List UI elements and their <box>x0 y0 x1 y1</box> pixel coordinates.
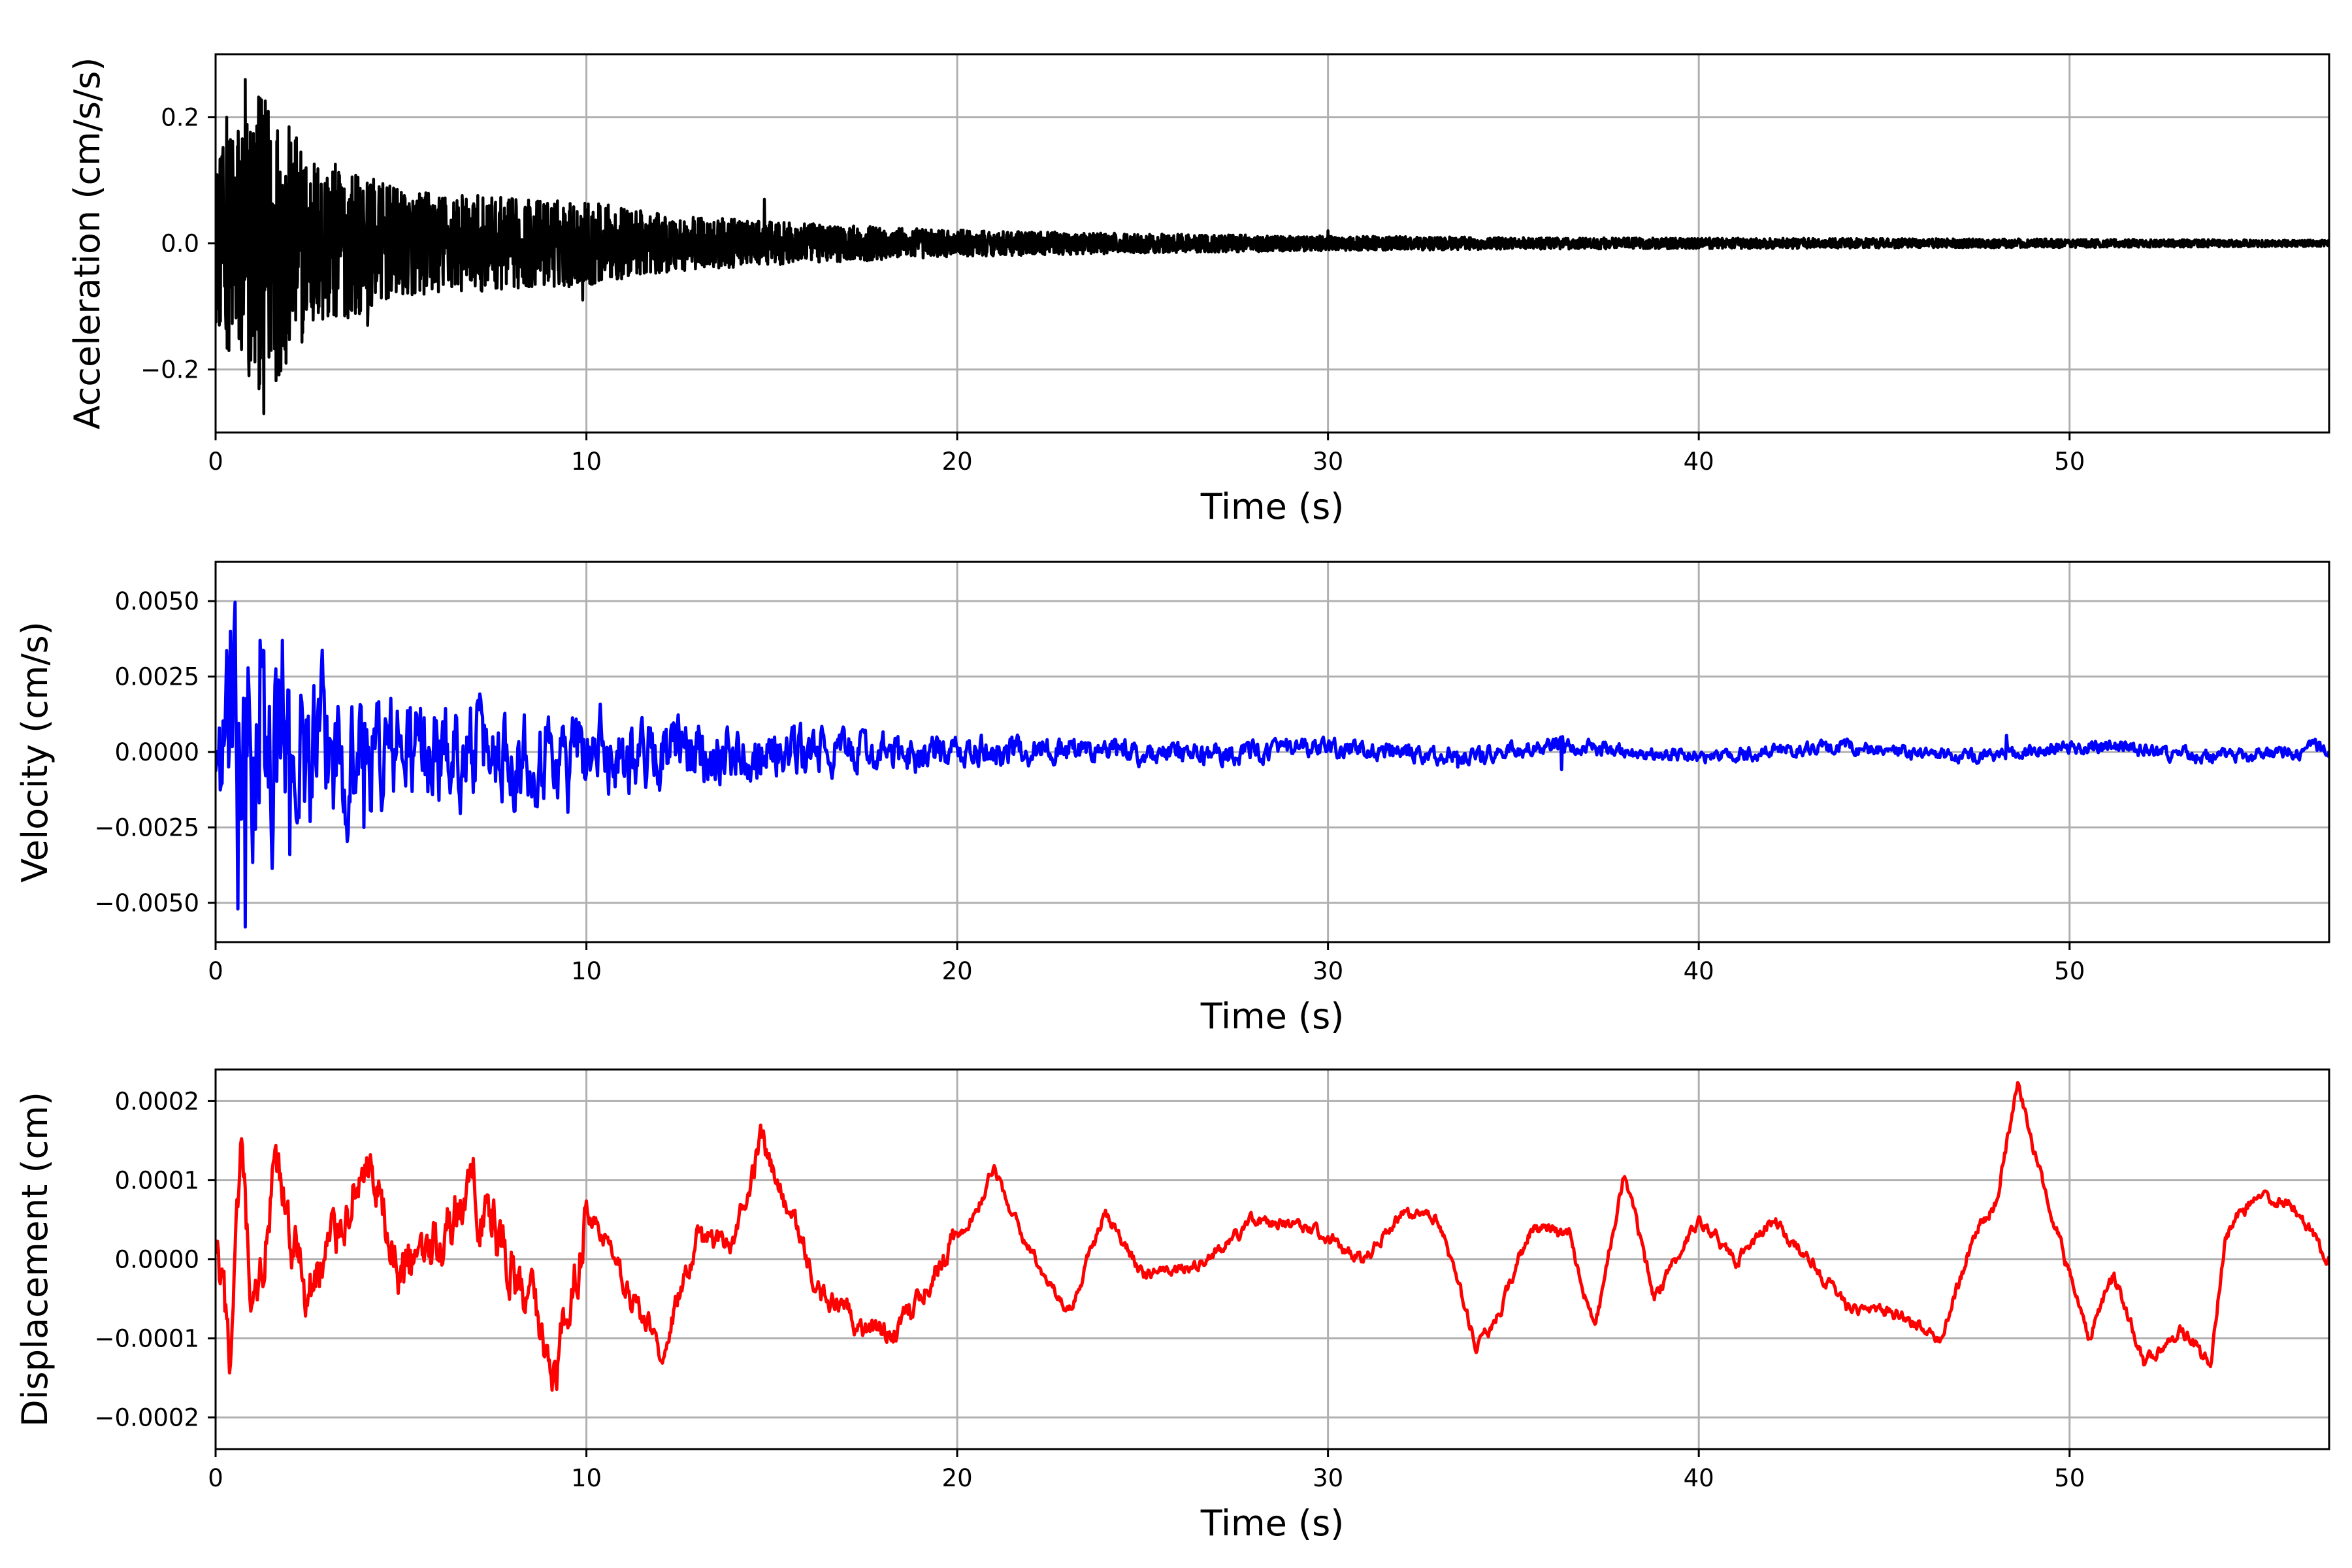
velocity-xtick-label-4: 40 <box>1684 957 1714 985</box>
displacement-xtick-label-3: 30 <box>1313 1464 1343 1492</box>
acceleration-ytick-label-1: 0.0 <box>161 230 199 258</box>
velocity-xtick-label-1: 10 <box>571 957 602 985</box>
acceleration-xtick-label-3: 30 <box>1313 448 1343 476</box>
velocity-ytick-label-1: 0.0025 <box>115 663 199 691</box>
displacement-xtick-label-0: 0 <box>208 1464 223 1492</box>
acceleration-ytick-label-0: 0.2 <box>161 104 199 132</box>
velocity-series-line <box>216 600 2329 929</box>
acceleration-xtick-label-5: 50 <box>2054 448 2085 476</box>
displacement-xtick-label-5: 50 <box>2054 1464 2085 1492</box>
displacement-ytick-label-0: 0.0002 <box>115 1087 199 1115</box>
acceleration-panel: 0 10 20 30 40 50 0.2 0.0 −0.2 Time (s) Acceleratio… <box>67 53 2330 527</box>
displacement-series-line <box>216 1081 2329 1392</box>
velocity-panel: 0 10 20 30 40 50 0.0050 0.0025 0.0000 −0.0025 −0.0… <box>14 561 2330 1037</box>
acceleration-series-line <box>216 78 2329 416</box>
acceleration-xtick-label-0: 0 <box>208 448 223 476</box>
displacement-ytick-label-4: −0.0002 <box>95 1404 199 1432</box>
displacement-xaxis-label: Time (s) <box>1200 1503 1345 1544</box>
displacement-ytick-label-2: 0.0000 <box>115 1246 199 1274</box>
velocity-ytick-label-2: 0.0000 <box>115 738 199 766</box>
velocity-ytick-label-0: 0.0050 <box>115 587 199 615</box>
velocity-xaxis-label: Time (s) <box>1200 996 1345 1037</box>
displacement-panel: 0 10 20 30 40 50 0.0002 0.0001 0.0000 −0.0001 −0.0… <box>14 1068 2330 1544</box>
velocity-yaxis-label: Velocity (cm/s) <box>14 621 56 883</box>
velocity-xtick-label-3: 30 <box>1313 957 1343 985</box>
acceleration-xtick-label-4: 40 <box>1684 448 1714 476</box>
displacement-xtick-label-4: 40 <box>1684 1464 1714 1492</box>
velocity-ytick-label-4: −0.0050 <box>95 889 199 917</box>
displacement-xtick-label-1: 10 <box>571 1464 602 1492</box>
displacement-ytick-label-3: −0.0001 <box>95 1325 199 1353</box>
velocity-xtick-label-0: 0 <box>208 957 223 985</box>
acceleration-xtick-label-1: 10 <box>571 448 602 476</box>
displacement-xtick-label-2: 20 <box>942 1464 973 1492</box>
acceleration-ytick-label-2: −0.2 <box>140 356 199 384</box>
velocity-xtick-label-5: 50 <box>2054 957 2085 985</box>
acceleration-xaxis-label: Time (s) <box>1200 486 1345 527</box>
displacement-yaxis-label: Displacement (cm) <box>14 1092 56 1427</box>
velocity-xtick-label-2: 20 <box>942 957 973 985</box>
velocity-ytick-label-3: −0.0025 <box>95 813 199 841</box>
displacement-ytick-label-1: 0.0001 <box>115 1166 199 1194</box>
acceleration-yaxis-label: Acceleration (cm/s/s) <box>67 57 108 430</box>
acceleration-xtick-label-2: 20 <box>942 448 973 476</box>
